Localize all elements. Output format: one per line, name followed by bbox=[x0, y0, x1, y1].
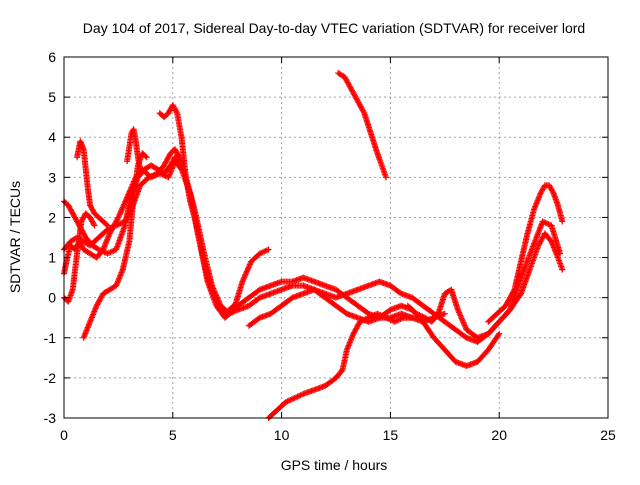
y-tick-label: 1 bbox=[48, 250, 56, 266]
plot-frame bbox=[63, 56, 609, 419]
x-tick-label: 5 bbox=[169, 427, 177, 443]
chart-title: Day 104 of 2017, Sidereal Day-to-day VTE… bbox=[83, 20, 585, 36]
data-point bbox=[142, 153, 149, 160]
series-arc-16 bbox=[474, 230, 566, 345]
y-axis-label: SDTVAR / TECUs bbox=[7, 181, 23, 293]
x-axis-label: GPS time / hours bbox=[281, 457, 388, 473]
y-tick-label: -3 bbox=[44, 410, 57, 426]
series-arc-6 bbox=[80, 150, 150, 341]
x-tick-label: 20 bbox=[491, 427, 507, 443]
series-arc-8 bbox=[156, 102, 272, 321]
series-arc-5 bbox=[74, 138, 111, 229]
data-point bbox=[441, 310, 448, 317]
x-tick-label: 25 bbox=[600, 427, 616, 443]
data-point bbox=[143, 154, 150, 161]
y-tick-label: 3 bbox=[48, 169, 56, 185]
y-tick-label: -2 bbox=[44, 370, 57, 386]
x-tick-label: 0 bbox=[60, 427, 68, 443]
series-arc-10 bbox=[235, 278, 481, 345]
data-point bbox=[517, 291, 524, 298]
y-tick-label: 4 bbox=[48, 129, 56, 145]
y-tick-label: -1 bbox=[44, 330, 57, 346]
y-tick-label: 0 bbox=[48, 290, 56, 306]
series-arc-4 bbox=[61, 210, 98, 305]
series-arc-7 bbox=[124, 126, 144, 173]
y-tick-label: 6 bbox=[48, 49, 56, 65]
data-point bbox=[495, 332, 502, 339]
series-arc-15 bbox=[485, 182, 566, 325]
data-point bbox=[114, 215, 121, 222]
data-point bbox=[265, 246, 272, 253]
y-tick-label: 5 bbox=[48, 89, 56, 105]
data-point bbox=[173, 108, 180, 115]
data-point bbox=[90, 221, 97, 228]
series-arc-14 bbox=[404, 218, 564, 341]
x-tick-label: 10 bbox=[274, 427, 290, 443]
data-point bbox=[338, 368, 345, 375]
data-point bbox=[360, 108, 367, 115]
data-point bbox=[510, 287, 517, 294]
y-tick-label: 2 bbox=[48, 209, 56, 225]
series-arc-12 bbox=[265, 310, 416, 421]
x-tick-label: 15 bbox=[383, 427, 399, 443]
data-point bbox=[549, 189, 556, 196]
data-point bbox=[91, 222, 98, 229]
data-point bbox=[559, 218, 566, 225]
data-point bbox=[496, 330, 503, 337]
series-arc-13 bbox=[335, 70, 390, 181]
data-point bbox=[409, 314, 416, 321]
data-point bbox=[104, 222, 111, 229]
data-point bbox=[559, 266, 566, 273]
data-point bbox=[137, 166, 144, 173]
data-point bbox=[103, 221, 110, 228]
data-point bbox=[383, 174, 390, 181]
